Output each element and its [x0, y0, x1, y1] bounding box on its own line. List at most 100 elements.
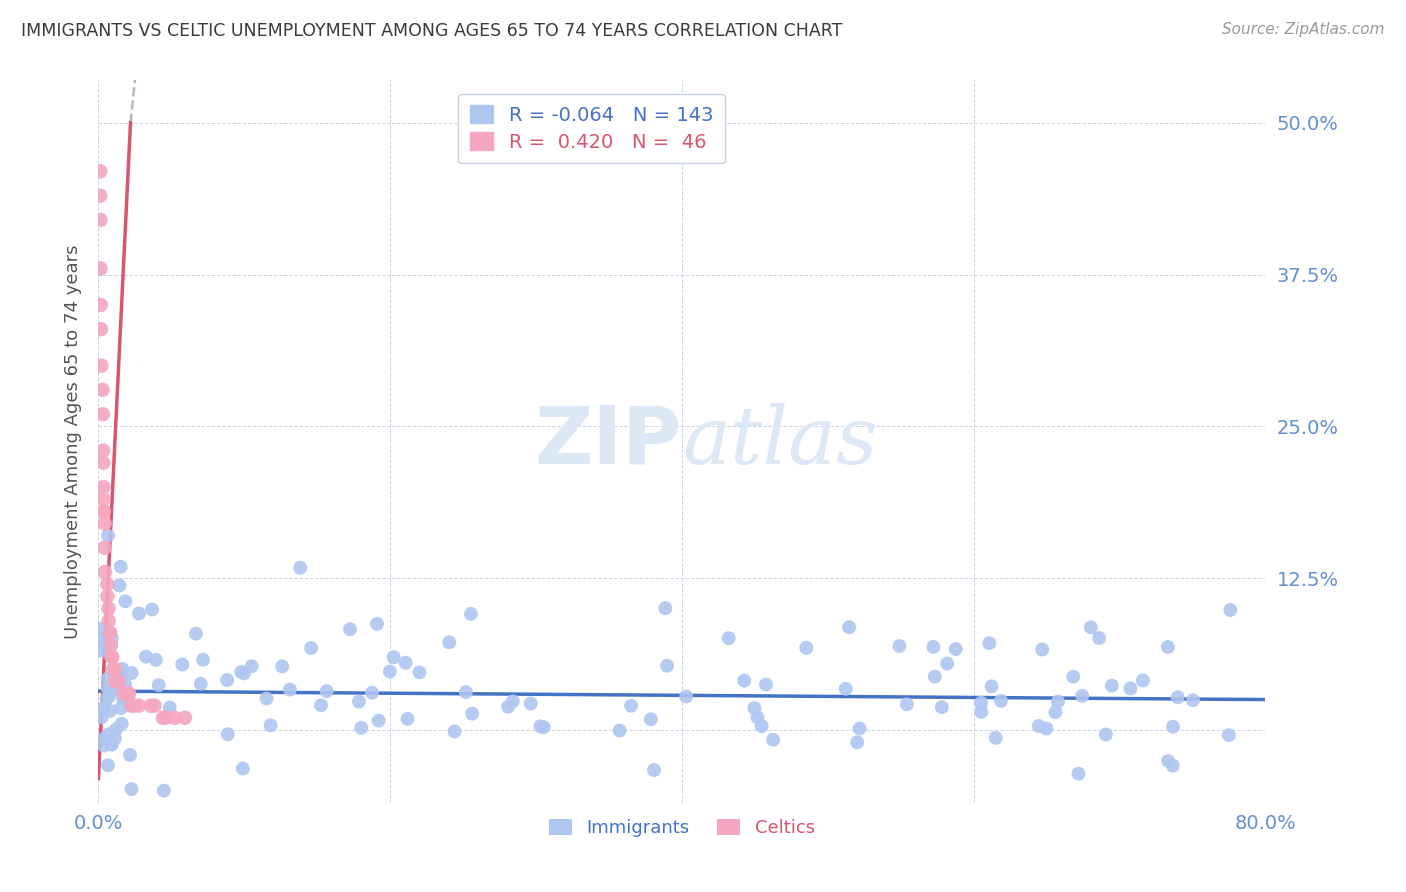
Point — [89, 188, 111, 202]
Point — [675, 690, 697, 704]
Point — [97, 672, 120, 686]
Point — [117, 692, 139, 706]
Point — [496, 699, 519, 714]
Point — [152, 711, 174, 725]
Point — [108, 676, 131, 690]
Point — [121, 666, 143, 681]
Point — [98, 704, 121, 718]
Point — [755, 677, 778, 691]
Point — [90, 644, 112, 658]
Point — [90, 359, 112, 373]
Point — [1219, 603, 1241, 617]
Point — [93, 480, 115, 494]
Point — [443, 724, 465, 739]
Point — [104, 674, 127, 689]
Point — [148, 678, 170, 692]
Point — [159, 700, 181, 714]
Point — [717, 631, 740, 645]
Point — [104, 662, 127, 676]
Point — [104, 670, 127, 684]
Point — [100, 738, 122, 752]
Point — [90, 322, 112, 336]
Point — [96, 692, 118, 706]
Point — [922, 640, 945, 654]
Point — [256, 691, 278, 706]
Point — [460, 607, 482, 621]
Point — [143, 698, 166, 713]
Point — [105, 674, 128, 689]
Point — [640, 712, 662, 726]
Point — [110, 701, 132, 715]
Point — [655, 658, 678, 673]
Point — [93, 739, 115, 753]
Point — [90, 632, 112, 646]
Point — [104, 731, 127, 746]
Point — [231, 665, 253, 679]
Point — [762, 732, 785, 747]
Point — [104, 662, 127, 676]
Point — [100, 639, 122, 653]
Point — [970, 696, 993, 710]
Point — [233, 666, 256, 681]
Point — [184, 626, 207, 640]
Point — [848, 722, 870, 736]
Point — [751, 719, 773, 733]
Point — [101, 631, 124, 645]
Point — [97, 529, 120, 543]
Point — [135, 649, 157, 664]
Point — [350, 721, 373, 735]
Point — [278, 682, 301, 697]
Point — [97, 727, 120, 741]
Point — [110, 559, 132, 574]
Point — [91, 383, 114, 397]
Point — [111, 664, 134, 678]
Point — [1101, 679, 1123, 693]
Point — [98, 625, 121, 640]
Point — [163, 711, 186, 725]
Point — [461, 706, 484, 721]
Point — [924, 670, 946, 684]
Point — [139, 698, 162, 713]
Point — [101, 681, 124, 696]
Point — [796, 640, 818, 655]
Point — [609, 723, 631, 738]
Point — [1062, 670, 1084, 684]
Point — [835, 681, 858, 696]
Point — [408, 665, 430, 680]
Point — [1167, 690, 1189, 705]
Point — [1031, 642, 1053, 657]
Point — [172, 657, 194, 672]
Point — [299, 641, 322, 656]
Point — [382, 650, 405, 665]
Point — [1088, 631, 1111, 645]
Point — [98, 625, 121, 640]
Point — [107, 681, 129, 696]
Point — [173, 711, 195, 725]
Point — [105, 722, 128, 736]
Point — [437, 635, 460, 649]
Point — [111, 716, 134, 731]
Point — [118, 747, 141, 762]
Point — [145, 653, 167, 667]
Point — [108, 578, 131, 592]
Point — [1182, 693, 1205, 707]
Point — [1119, 681, 1142, 696]
Point — [114, 594, 136, 608]
Point — [97, 758, 120, 772]
Point — [155, 711, 177, 725]
Point — [970, 705, 993, 719]
Point — [395, 656, 418, 670]
Point — [366, 616, 388, 631]
Point — [120, 698, 142, 713]
Point — [107, 668, 129, 682]
Text: atlas: atlas — [682, 403, 877, 480]
Point — [502, 694, 524, 708]
Point — [1161, 720, 1184, 734]
Point — [93, 516, 115, 531]
Point — [93, 504, 115, 518]
Point — [108, 668, 131, 682]
Point — [315, 684, 337, 698]
Point — [153, 783, 176, 797]
Point — [128, 607, 150, 621]
Point — [90, 622, 112, 636]
